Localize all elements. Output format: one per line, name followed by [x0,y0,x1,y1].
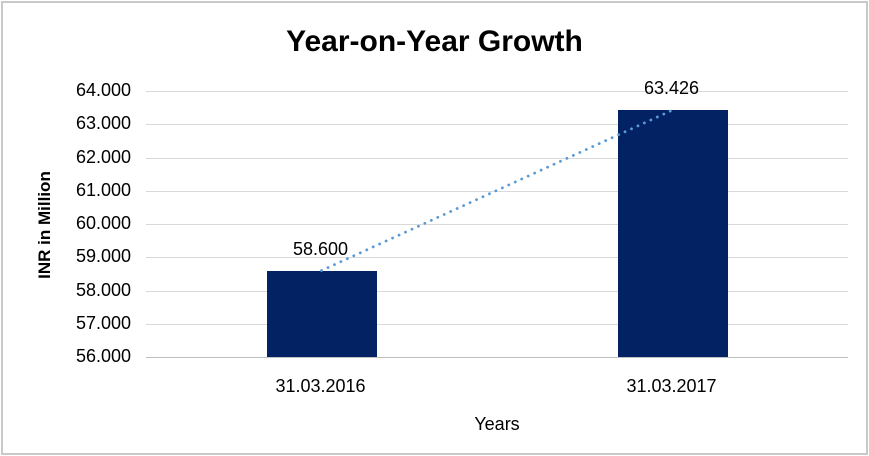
y-tick-label: 61.000 [75,179,131,200]
y-tick-label: 63.000 [75,113,131,134]
x-category-label: 31.03.2016 [275,376,366,396]
y-tick-label: 60.000 [75,213,131,233]
gridline [146,224,848,225]
gridline [146,323,848,325]
bar-value-label: 63.426 [643,78,700,99]
y-tick-label: 58.000 [75,279,131,300]
gridline [146,91,848,92]
bar-31.03.2017 [617,110,728,357]
x-axis-title: Years [474,414,520,434]
chart-title: Year-on-Year Growth [286,25,583,58]
gridline [146,157,848,159]
y-tick-label: 57.000 [75,312,131,333]
gridline [146,124,848,126]
y-tick-label: 59.000 [75,246,131,267]
bar-31.03.2016 [266,270,377,357]
gridline [146,257,848,259]
y-tick-label: 56.000 [75,346,131,366]
y-tick-label: 64.000 [75,80,131,100]
gridline [146,290,848,292]
bar-value-label: 58.600 [292,238,349,259]
gridline [146,357,848,358]
plot-area [146,91,848,358]
trendline [320,108,674,272]
x-category-label: 31.03.2017 [626,376,717,396]
y-tick-label: 62.000 [75,146,131,167]
